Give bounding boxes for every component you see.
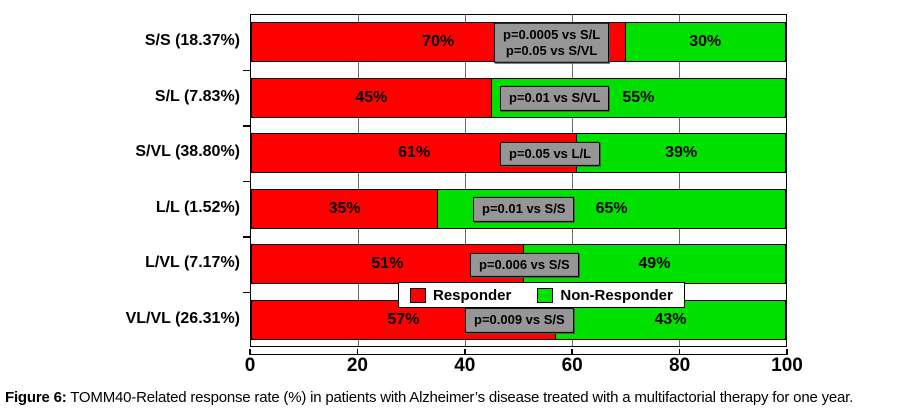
category-label: L/L (1.52%) — [155, 198, 240, 216]
stacked-bar: 45% 55% — [251, 77, 786, 118]
plot-area: Responder Non-Responder 70% 30% p=0.0005… — [250, 14, 787, 347]
pvalue-line: p=0.05 vs S/VL — [505, 42, 598, 58]
y-axis-tick — [243, 291, 250, 293]
pvalue-line: p=0.009 vs S/S — [474, 312, 565, 328]
pvalue-annotation: p=0.01 vs S/VL — [500, 86, 610, 111]
non-responder-segment: 39% — [577, 133, 786, 173]
non-responder-percent-label: 43% — [654, 310, 687, 328]
pvalue-line: p=0.01 vs S/S — [482, 201, 566, 217]
x-axis-tick — [678, 348, 681, 355]
pvalue-annotation: p=0.05 vs L/L — [500, 141, 601, 166]
pvalue-line: p=0.006 vs S/S — [479, 256, 570, 272]
non-responder-percent-label: 55% — [622, 88, 655, 106]
category-label: VL/VL (26.31%) — [125, 309, 240, 327]
pvalue-line: p=0.0005 vs S/L — [503, 26, 601, 42]
y-axis-tick — [243, 125, 250, 127]
gridline — [358, 15, 359, 346]
legend-label-responder: Responder — [433, 286, 512, 304]
legend-item-non-responder: Non-Responder — [537, 287, 673, 304]
x-axis-tick — [464, 348, 466, 355]
x-axis-tick — [786, 348, 788, 355]
category-label: S/VL (38.80%) — [135, 143, 240, 160]
responder-percent-label: 70% — [422, 33, 455, 50]
bar-row: 35% 65% p=0.01 vs S/S — [251, 182, 786, 238]
x-tick-label: 20 — [346, 355, 368, 376]
bar-row: 45% 55% p=0.01 vs S/VL — [251, 71, 786, 127]
x-axis-tick — [571, 348, 573, 355]
figure-caption: Figure 6: TOMM40-Related response rate (… — [5, 389, 902, 406]
bar-row: 70% 30% p=0.0005 vs S/L p=0.05 vs S/VL — [251, 15, 786, 71]
x-axis-tick — [249, 348, 251, 355]
y-axis-tick — [243, 180, 250, 182]
responder-percent-label: 61% — [398, 144, 431, 161]
responder-percent-label: 35% — [328, 199, 361, 217]
pvalue-line: p=0.05 vs L/L — [509, 145, 592, 161]
pvalue-annotation: p=0.01 vs S/S — [473, 197, 575, 222]
responder-segment: 35% — [251, 188, 439, 229]
category-label: S/S (18.37%) — [144, 32, 240, 49]
category-label: L/VL (7.17%) — [145, 254, 240, 271]
non-responder-segment: 30% — [625, 22, 786, 62]
legend-item-responder: Responder — [410, 287, 511, 304]
caption-figure-number: Figure 6: — [5, 389, 67, 406]
caption-text: TOMM40-Related response rate (%) in pati… — [66, 389, 854, 406]
x-tick-label: 40 — [454, 355, 476, 376]
non-responder-percent-label: 65% — [595, 199, 628, 217]
bar-chart: Responder Non-Responder 70% 30% p=0.0005… — [125, 14, 803, 376]
non-responder-swatch-icon — [537, 287, 554, 303]
legend-label-non-responder: Non-Responder — [560, 286, 673, 304]
x-tick-label: 100 — [771, 355, 803, 376]
gridline — [465, 15, 466, 346]
non-responder-percent-label: 30% — [689, 33, 722, 50]
responder-swatch-icon — [410, 287, 426, 303]
non-responder-percent-label: 49% — [638, 255, 671, 272]
x-axis-tick — [356, 348, 359, 355]
y-axis-tick — [243, 236, 250, 238]
x-tick-label: 60 — [561, 355, 583, 376]
non-responder-percent-label: 39% — [665, 144, 698, 161]
responder-percent-label: 57% — [387, 310, 420, 328]
responder-percent-label: 51% — [371, 255, 404, 272]
responder-segment: 45% — [251, 77, 492, 118]
gridline — [572, 15, 573, 346]
responder-percent-label: 45% — [355, 88, 388, 106]
gridline — [679, 15, 680, 346]
pvalue-annotation: p=0.0005 vs S/L p=0.05 vs S/VL — [494, 22, 610, 63]
pvalue-annotation: p=0.009 vs S/S — [465, 308, 574, 333]
pvalue-annotation: p=0.006 vs S/S — [470, 252, 579, 277]
category-label: S/L (7.83%) — [154, 87, 240, 105]
x-tick-label: 0 — [244, 355, 256, 376]
x-tick-label: 80 — [669, 355, 691, 376]
x-axis — [249, 348, 788, 355]
pvalue-line: p=0.01 vs S/VL — [509, 90, 601, 106]
bar-row: 61% 39% p=0.05 vs L/L — [251, 126, 786, 182]
bar-row: 51% 49% p=0.006 vs S/S — [251, 237, 786, 293]
chart-legend: Responder Non-Responder — [398, 282, 685, 308]
y-axis-tick — [243, 69, 250, 71]
